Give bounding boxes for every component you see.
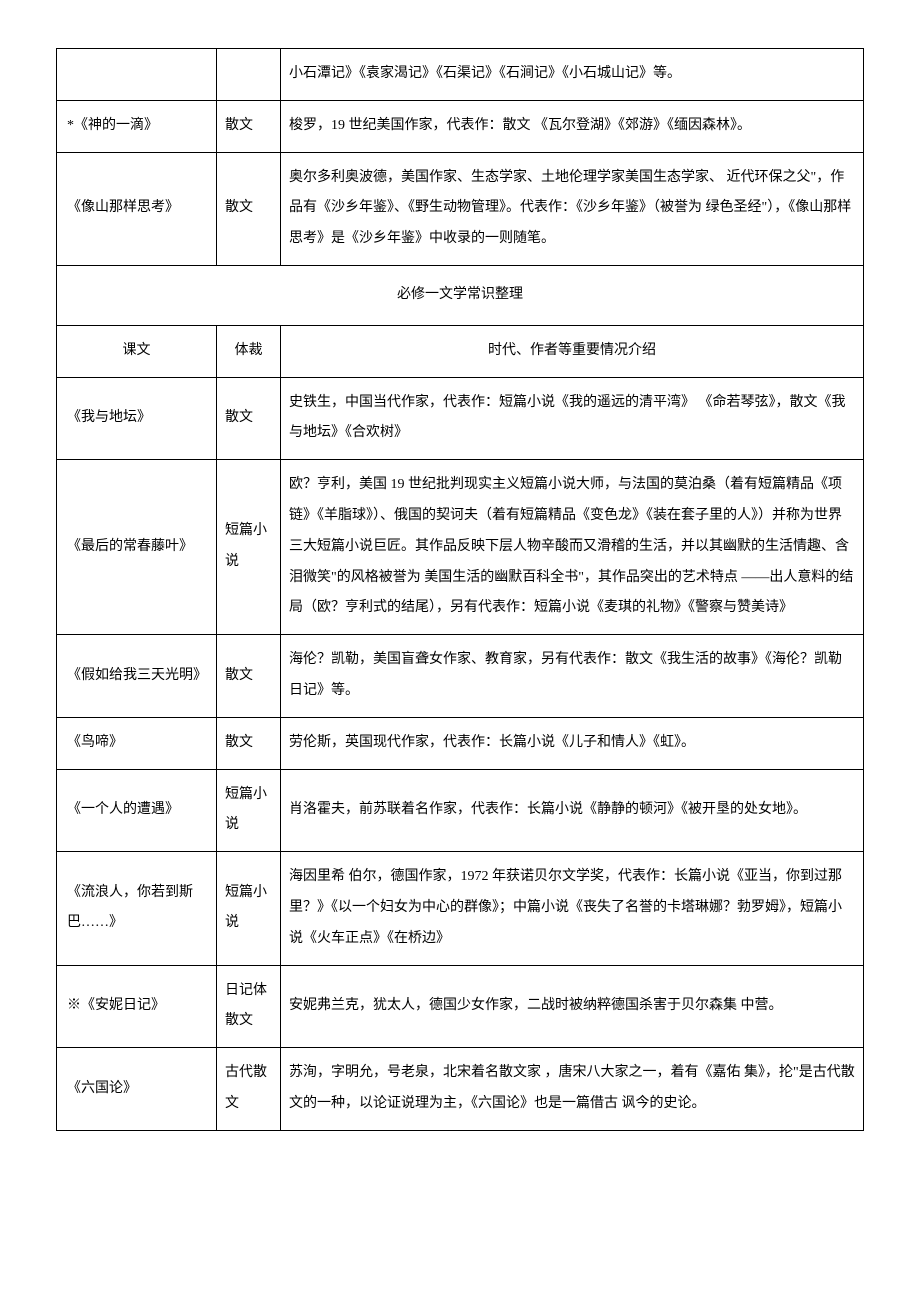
table-row: 《假如给我三天光明》散文海伦？凯勒，美国盲聋女作家、教育家，另有代表作：散文《我… [57, 635, 864, 718]
genre: 短篇小说 [217, 460, 281, 635]
genre: 散文 [217, 377, 281, 460]
genre [217, 49, 281, 101]
course-title: 《流浪人，你若到斯巴……》 [57, 852, 217, 965]
genre: 散文 [217, 635, 281, 718]
course-title: 《六国论》 [57, 1048, 217, 1131]
course-title: 《假如给我三天光明》 [57, 635, 217, 718]
description: 劳伦斯，英国现代作家，代表作：长篇小说《儿子和情人》《虹》。 [281, 717, 864, 769]
table-row: ※《安妮日记》日记体散文安妮弗兰克，犹太人，德国少女作家，二战时被纳粹德国杀害于… [57, 965, 864, 1048]
course-title: 《一个人的遭遇》 [57, 769, 217, 852]
description: 小石潭记》《袁家渴记》《石渠记》《石涧记》《小石城山记》等。 [281, 49, 864, 101]
description: 海伦？凯勒，美国盲聋女作家、教育家，另有代表作：散文《我生活的故事》《海伦？凯勒… [281, 635, 864, 718]
literature-table: 小石潭记》《袁家渴记》《石渠记》《石涧记》《小石城山记》等。*《神的一滴》散文梭… [56, 48, 864, 1131]
course-title: 《像山那样思考》 [57, 152, 217, 265]
section-title: 必修一文学常识整理 [57, 265, 864, 325]
course-title: 《最后的常春藤叶》 [57, 460, 217, 635]
genre: 散文 [217, 100, 281, 152]
description: 肖洛霍夫，前苏联着名作家，代表作：长篇小说《静静的顿河》《被开垦的处女地》。 [281, 769, 864, 852]
course-title: 《鸟啼》 [57, 717, 217, 769]
genre: 散文 [217, 717, 281, 769]
table-row: 《鸟啼》散文劳伦斯，英国现代作家，代表作：长篇小说《儿子和情人》《虹》。 [57, 717, 864, 769]
header-row: 课文体裁时代、作者等重要情况介绍 [57, 325, 864, 377]
genre: 散文 [217, 152, 281, 265]
header-desc: 时代、作者等重要情况介绍 [281, 325, 864, 377]
description: 梭罗，19 世纪美国作家，代表作：散文 《瓦尔登湖》《郊游》《缅因森林》。 [281, 100, 864, 152]
header-genre: 体裁 [217, 325, 281, 377]
section-title-row: 必修一文学常识整理 [57, 265, 864, 325]
table-row: 《最后的常春藤叶》短篇小说欧？亨利，美国 19 世纪批判现实主义短篇小说大师，与… [57, 460, 864, 635]
course-title [57, 49, 217, 101]
description: 史铁生，中国当代作家，代表作：短篇小说《我的遥远的清平湾》 《命若琴弦》，散文《… [281, 377, 864, 460]
genre: 古代散文 [217, 1048, 281, 1131]
course-title: *《神的一滴》 [57, 100, 217, 152]
table-row: 小石潭记》《袁家渴记》《石渠记》《石涧记》《小石城山记》等。 [57, 49, 864, 101]
course-title: ※《安妮日记》 [57, 965, 217, 1048]
genre: 短篇小说 [217, 769, 281, 852]
table-row: 《一个人的遭遇》短篇小说肖洛霍夫，前苏联着名作家，代表作：长篇小说《静静的顿河》… [57, 769, 864, 852]
description: 奥尔多利奥波德，美国作家、生态学家、土地伦理学家美国生态学家、 近代环保之父"，… [281, 152, 864, 265]
table-row: 《像山那样思考》散文奥尔多利奥波德，美国作家、生态学家、土地伦理学家美国生态学家… [57, 152, 864, 265]
table-row: *《神的一滴》散文梭罗，19 世纪美国作家，代表作：散文 《瓦尔登湖》《郊游》《… [57, 100, 864, 152]
course-title: 《我与地坛》 [57, 377, 217, 460]
description: 苏洵，字明允，号老泉，北宋着名散文家 ，唐宋八大家之一，着有《嘉佑 集》，抡"是… [281, 1048, 864, 1131]
table-row: 《流浪人，你若到斯巴……》短篇小说海因里希 伯尔，德国作家，1972 年获诺贝尔… [57, 852, 864, 965]
table-row: 《六国论》古代散文苏洵，字明允，号老泉，北宋着名散文家 ，唐宋八大家之一，着有《… [57, 1048, 864, 1131]
description: 安妮弗兰克，犹太人，德国少女作家，二战时被纳粹德国杀害于贝尔森集 中营。 [281, 965, 864, 1048]
table-body: 小石潭记》《袁家渴记》《石渠记》《石涧记》《小石城山记》等。*《神的一滴》散文梭… [57, 49, 864, 1131]
genre: 短篇小说 [217, 852, 281, 965]
genre: 日记体散文 [217, 965, 281, 1048]
header-course: 课文 [57, 325, 217, 377]
table-row: 《我与地坛》散文史铁生，中国当代作家，代表作：短篇小说《我的遥远的清平湾》 《命… [57, 377, 864, 460]
description: 海因里希 伯尔，德国作家，1972 年获诺贝尔文学奖，代表作：长篇小说《亚当，你… [281, 852, 864, 965]
description: 欧？亨利，美国 19 世纪批判现实主义短篇小说大师，与法国的莫泊桑（着有短篇精品… [281, 460, 864, 635]
